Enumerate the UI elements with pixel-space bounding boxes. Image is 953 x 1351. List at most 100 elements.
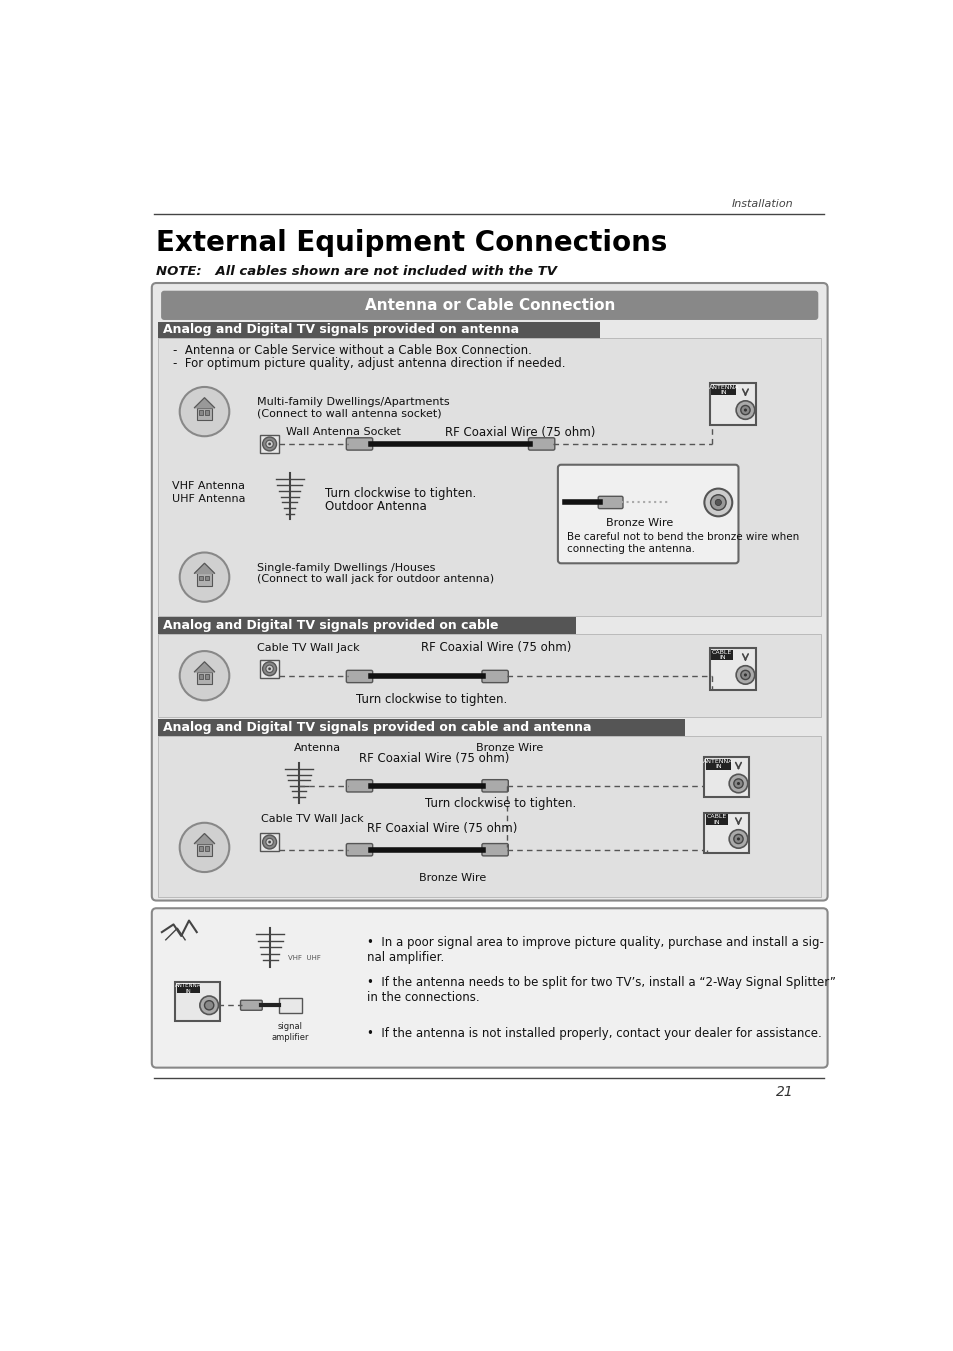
Bar	[711, 385, 736, 396]
Text: RF Coaxial Wire (75 ohm): RF Coaxial Wire (75 ohm)	[367, 821, 517, 835]
Bar	[260, 832, 278, 851]
Text: Analog and Digital TV signals provided on cable: Analog and Digital TV signals provided o…	[162, 619, 497, 632]
Text: UHF Antenna: UHF Antenna	[172, 493, 245, 504]
Text: Antenna: Antenna	[294, 743, 340, 753]
Text: Turn clockwise to tighten.: Turn clockwise to tighten.	[324, 488, 476, 500]
Text: Bronze Wire: Bronze Wire	[606, 519, 673, 528]
Circle shape	[268, 840, 271, 843]
FancyBboxPatch shape	[598, 496, 622, 508]
Text: signal
amplifier: signal amplifier	[272, 1023, 309, 1042]
Bar	[158, 322, 599, 339]
Bar	[158, 719, 684, 736]
Circle shape	[728, 830, 747, 848]
Text: (Connect to wall antenna socket): (Connect to wall antenna socket)	[257, 408, 441, 419]
Bar	[278, 997, 302, 1013]
Bar	[196, 408, 212, 420]
Circle shape	[736, 401, 754, 419]
Bar	[174, 982, 220, 1020]
FancyBboxPatch shape	[240, 1000, 262, 1011]
Polygon shape	[194, 662, 214, 671]
Text: VHF  UHF: VHF UHF	[288, 955, 321, 961]
Text: ANTENNA
IN: ANTENNA IN	[174, 984, 201, 993]
Text: Bronze Wire: Bronze Wire	[476, 743, 542, 753]
Text: Analog and Digital TV signals provided on antenna: Analog and Digital TV signals provided o…	[162, 323, 518, 336]
Polygon shape	[194, 397, 214, 408]
Text: Analog and Digital TV signals provided on cable and antenna: Analog and Digital TV signals provided o…	[162, 721, 591, 734]
Text: External Equipment Connections: External Equipment Connections	[156, 228, 667, 257]
Circle shape	[736, 666, 754, 684]
Bar	[196, 843, 212, 857]
Text: RF Coaxial Wire (75 ohm): RF Coaxial Wire (75 ohm)	[359, 753, 509, 766]
Circle shape	[268, 443, 271, 446]
Circle shape	[715, 500, 720, 505]
Text: Single-family Dwellings /Houses: Single-family Dwellings /Houses	[257, 563, 436, 573]
Text: Installation: Installation	[731, 200, 793, 209]
Circle shape	[703, 489, 732, 516]
Bar	[158, 736, 821, 897]
Text: Cable TV Wall Jack: Cable TV Wall Jack	[261, 813, 363, 824]
Circle shape	[736, 838, 740, 840]
Bar	[205, 846, 209, 851]
Bar	[158, 339, 821, 616]
Bar	[703, 813, 748, 852]
Bar	[196, 671, 212, 684]
Bar	[205, 576, 209, 580]
Bar	[158, 617, 576, 634]
Text: Turn clockwise to tighten.: Turn clockwise to tighten.	[425, 797, 576, 811]
Circle shape	[179, 553, 229, 601]
Bar	[705, 815, 727, 825]
Text: RF Coaxial Wire (75 ohm): RF Coaxial Wire (75 ohm)	[421, 642, 571, 654]
Bar	[158, 634, 821, 717]
Bar	[176, 984, 199, 993]
Text: NOTE:   All cables shown are not included with the TV: NOTE: All cables shown are not included …	[156, 265, 557, 278]
Text: Bronze Wire: Bronze Wire	[418, 873, 486, 884]
Text: 21: 21	[775, 1085, 793, 1100]
Circle shape	[266, 440, 273, 447]
Text: Antenna or Cable Connection: Antenna or Cable Connection	[364, 297, 615, 313]
Text: CABLE
IN: CABLE IN	[711, 650, 732, 661]
Bar	[199, 411, 203, 415]
Circle shape	[199, 996, 218, 1015]
Bar	[205, 411, 209, 415]
FancyBboxPatch shape	[481, 670, 508, 682]
FancyBboxPatch shape	[346, 843, 373, 857]
FancyBboxPatch shape	[161, 290, 818, 320]
Circle shape	[179, 823, 229, 871]
FancyBboxPatch shape	[152, 282, 827, 901]
Circle shape	[743, 673, 746, 677]
Text: Turn clockwise to tighten.: Turn clockwise to tighten.	[355, 693, 506, 707]
Bar	[196, 573, 212, 585]
FancyBboxPatch shape	[558, 465, 738, 563]
Bar	[711, 650, 732, 661]
FancyBboxPatch shape	[481, 843, 508, 857]
Text: •  If the antenna is not installed properly, contact your dealer for assistance.: • If the antenna is not installed proper…	[367, 1027, 821, 1040]
Bar	[205, 674, 209, 678]
Bar	[199, 674, 203, 678]
Text: Be careful not to bend the bronze wire when: Be careful not to bend the bronze wire w…	[567, 532, 799, 542]
Circle shape	[268, 667, 271, 670]
FancyBboxPatch shape	[528, 438, 555, 450]
Text: Multi-family Dwellings/Apartments: Multi-family Dwellings/Apartments	[257, 397, 450, 407]
Circle shape	[736, 782, 740, 785]
FancyBboxPatch shape	[346, 670, 373, 682]
Text: ANTENNA
IN: ANTENNA IN	[708, 385, 739, 396]
Circle shape	[740, 670, 749, 680]
Circle shape	[740, 405, 749, 415]
Circle shape	[743, 408, 746, 412]
Text: Wall Antenna Socket: Wall Antenna Socket	[286, 427, 400, 438]
Circle shape	[262, 662, 276, 676]
FancyBboxPatch shape	[481, 780, 508, 792]
FancyBboxPatch shape	[152, 908, 827, 1067]
Circle shape	[733, 780, 742, 788]
Circle shape	[266, 839, 273, 846]
Bar	[199, 576, 203, 580]
Text: •  If the antenna needs to be split for two TV’s, install a “2-Way Signal Splitt: • If the antenna needs to be split for t…	[367, 975, 835, 1004]
Bar	[703, 758, 748, 797]
Text: -  For optimum picture quality, adjust antenna direction if needed.: - For optimum picture quality, adjust an…	[173, 358, 565, 370]
Circle shape	[179, 651, 229, 700]
Circle shape	[204, 1001, 213, 1011]
Text: RF Coaxial Wire (75 ohm): RF Coaxial Wire (75 ohm)	[444, 426, 595, 439]
FancyBboxPatch shape	[346, 780, 373, 792]
Bar	[705, 759, 730, 770]
FancyBboxPatch shape	[346, 438, 373, 450]
